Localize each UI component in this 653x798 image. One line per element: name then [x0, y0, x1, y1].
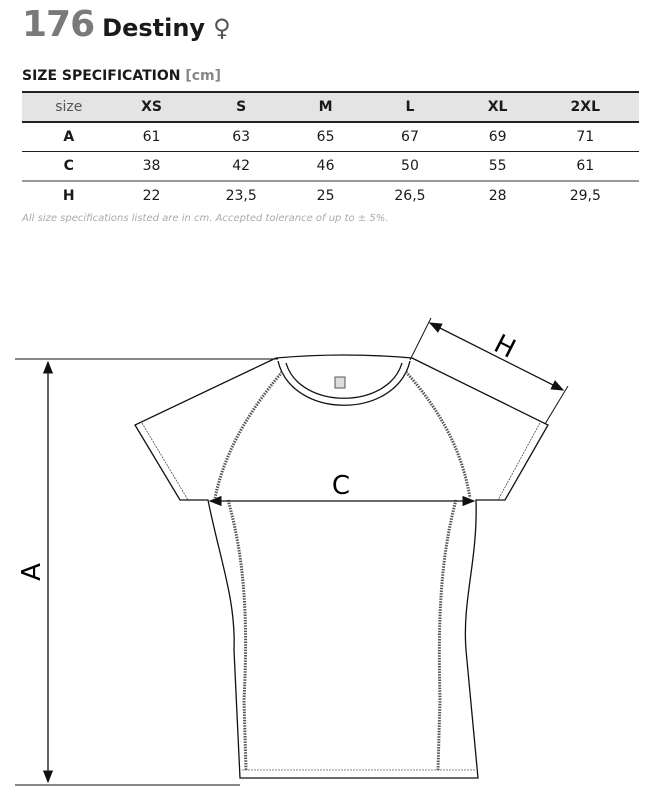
table-cell: 63	[232, 129, 251, 145]
table-cell: 61	[142, 129, 161, 145]
raglan-seams	[213, 371, 472, 771]
table-cell: 38	[142, 158, 161, 174]
spec-title: SIZE SPECIFICATION	[22, 68, 181, 84]
label-c: C	[332, 471, 350, 501]
table-cell: 46	[316, 158, 335, 174]
h-guide-1	[409, 317, 432, 361]
table-cell: 28	[488, 188, 507, 204]
table-cell: 61	[576, 158, 595, 174]
table-cell: 50	[401, 158, 419, 174]
col-s: S	[236, 99, 247, 115]
table-cell: 69	[488, 129, 507, 145]
table-row: A 61 63 65 67 69 71	[22, 122, 639, 152]
size-table: size XS S M L XL 2XL A 61 63 65 67 69 71 C 38 42 4…	[22, 91, 639, 210]
table-cell: 23,5	[225, 188, 257, 204]
table-row: C 38 42 46 50 55 61	[22, 152, 639, 181]
table-header: size XS S M L XL 2XL	[22, 92, 639, 122]
product-title: 176 Destiny ♀	[22, 4, 231, 45]
col-xs: XS	[141, 99, 162, 115]
brand-label-icon	[334, 376, 346, 389]
label-a: A	[17, 563, 47, 581]
table-cell: 42	[232, 158, 251, 174]
col-m: M	[318, 99, 333, 115]
product-name: Destiny	[102, 14, 206, 42]
tshirt-outline	[134, 354, 549, 779]
tolerance-note: All size specifications listed are in cm…	[22, 213, 389, 224]
table-cell: 26,5	[394, 188, 426, 204]
table-cell: 25	[316, 188, 335, 204]
h-arrow	[428, 322, 565, 391]
col-xl: XL	[487, 99, 508, 115]
spec-unit: [cm]	[185, 68, 222, 84]
female-icon: ♀	[213, 14, 231, 42]
table-cell: 55	[488, 158, 507, 174]
table-cell: 71	[576, 129, 595, 145]
table-cell: 22	[142, 188, 161, 204]
row-label: H	[62, 188, 75, 204]
table-cell: 67	[401, 129, 419, 145]
h-guide-2	[544, 385, 569, 425]
table-cell: 29,5	[569, 188, 601, 204]
table-row: H 22 23,5 25 26,5 28 29,5	[22, 181, 639, 210]
col-size: size	[55, 99, 83, 115]
table-cell: 65	[316, 129, 335, 145]
row-label: C	[63, 158, 74, 174]
col-2xl: 2XL	[570, 99, 601, 115]
section-title: SIZE SPECIFICATION [cm]	[22, 68, 221, 84]
label-h: H	[489, 329, 520, 365]
product-number: 176	[22, 4, 95, 45]
col-l: L	[405, 99, 415, 115]
row-label: A	[63, 129, 75, 145]
